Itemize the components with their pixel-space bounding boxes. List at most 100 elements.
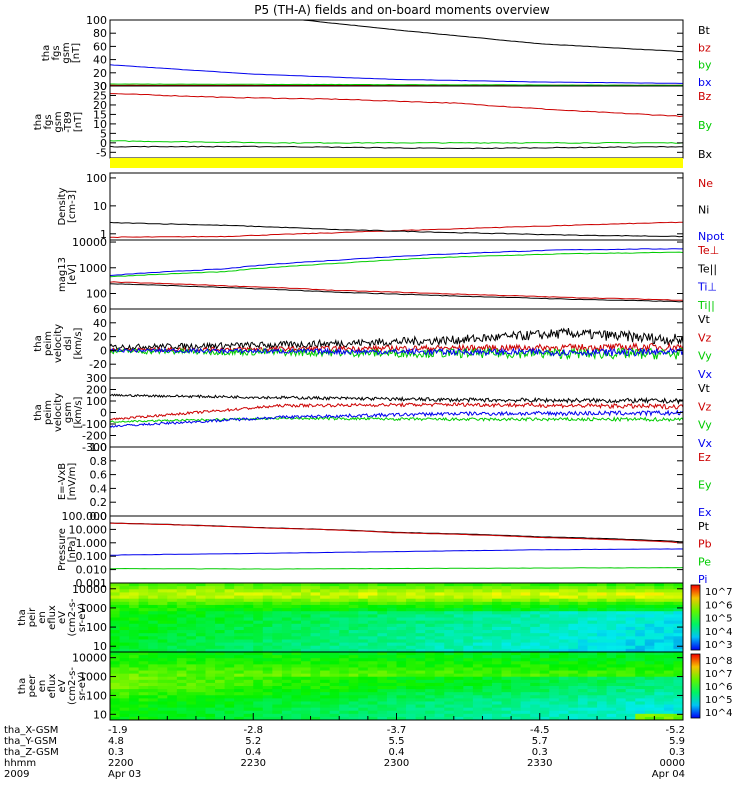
spectrogram-cell xyxy=(530,652,541,656)
spectrogram-cell xyxy=(329,667,340,672)
spectrogram-cell xyxy=(386,620,398,625)
spectrogram-cell xyxy=(520,710,531,715)
spectrogram-cell xyxy=(425,630,436,634)
spectrogram-cell xyxy=(568,710,579,715)
spectrogram-cell xyxy=(148,658,159,662)
spectrogram-cell xyxy=(568,704,579,709)
spectrogram-cell xyxy=(530,695,541,699)
spectrogram-cell xyxy=(195,642,207,647)
spectrogram-cell xyxy=(167,626,178,631)
spectrogram-cell xyxy=(530,614,541,619)
spectrogram-cell xyxy=(358,667,369,672)
spectrogram-cell xyxy=(291,682,302,687)
spectrogram-cell xyxy=(253,701,264,706)
spectrogram-cell xyxy=(396,692,407,696)
spectrogram-cell xyxy=(157,633,168,637)
spectrogram-cell xyxy=(577,676,589,681)
spectrogram-cell xyxy=(492,626,503,631)
spectrogram-cell xyxy=(625,636,636,641)
spectrogram-cell xyxy=(148,701,159,706)
spectrogram-cell xyxy=(272,661,283,665)
spectrogram-cell xyxy=(568,642,579,647)
spectrogram-cell xyxy=(520,689,531,693)
spectrogram-cell xyxy=(616,583,627,587)
spectrogram-cell xyxy=(138,636,149,641)
spectrogram-cell xyxy=(568,598,579,603)
spectrogram-cell xyxy=(195,604,207,609)
spectrogram-cell xyxy=(663,695,675,699)
spectrogram-cell xyxy=(453,673,464,678)
spectrogram-cell xyxy=(377,673,388,678)
spectrogram-cell xyxy=(501,604,512,609)
spectrogram-cell xyxy=(176,617,187,622)
spectrogram-cell xyxy=(434,652,445,656)
spectrogram-cell xyxy=(625,645,636,650)
spectrogram-cell xyxy=(616,710,627,715)
spectrogram-cell xyxy=(654,626,665,631)
spectrogram-cell xyxy=(425,655,436,659)
spectrogram-cell xyxy=(224,620,235,625)
spectrogram-cell xyxy=(396,642,407,647)
spectrogram-cell xyxy=(482,623,493,628)
spectrogram-cell xyxy=(262,633,273,637)
spectrogram-cell xyxy=(558,630,569,634)
spectrogram-cell xyxy=(472,617,484,622)
spectrogram-cell xyxy=(367,592,378,597)
spectrogram-cell xyxy=(406,661,417,665)
spectrogram-cell xyxy=(606,661,617,665)
spectrogram-cell xyxy=(539,655,550,659)
spectrogram-cell xyxy=(119,667,130,672)
spectrogram-cell xyxy=(243,673,254,678)
spectrogram-cell xyxy=(262,592,273,597)
spectrogram-cell xyxy=(167,586,178,590)
spectrogram-cell xyxy=(367,695,378,699)
spectrogram-cell xyxy=(386,598,398,603)
spectrogram-cell xyxy=(577,595,589,600)
spectrogram-cell xyxy=(215,655,226,659)
spectrogram-cell xyxy=(339,713,350,718)
spectrogram-cell xyxy=(195,611,207,615)
spectrogram-cell xyxy=(167,682,178,687)
spectrogram-cell xyxy=(215,698,226,703)
panel-frame xyxy=(109,239,684,310)
series-Vy xyxy=(110,416,683,423)
spectrogram-cell xyxy=(234,701,245,706)
spectrogram-cell xyxy=(176,601,187,606)
spectrogram-cell xyxy=(616,679,627,684)
spectrogram-cell xyxy=(281,652,293,656)
panel-frame xyxy=(109,172,684,241)
y-tick-label: 10.000 xyxy=(69,523,108,536)
spectrogram-cell xyxy=(644,689,655,693)
spectrogram-cell xyxy=(673,604,683,609)
spectrogram-cell xyxy=(482,658,493,662)
spectrogram-cell xyxy=(501,611,512,615)
spectrogram-cell xyxy=(234,608,245,612)
spectrogram-cell xyxy=(663,658,675,662)
spectrogram-cell xyxy=(253,620,264,625)
spectrogram-cell xyxy=(597,652,608,656)
x-row-value: -4.5 xyxy=(530,725,550,736)
spectrogram-cell xyxy=(272,589,283,594)
spectrogram-cell xyxy=(110,707,121,712)
spectrogram-cell xyxy=(501,620,512,625)
spectrogram-cell xyxy=(453,595,464,600)
spectrogram-cell xyxy=(167,623,178,628)
spectrogram-cell xyxy=(558,583,569,587)
spectrogram-cell xyxy=(673,648,683,652)
spectrogram-cell xyxy=(186,642,197,647)
spectrogram-cell xyxy=(492,664,503,669)
spectrogram-cell xyxy=(492,701,503,706)
spectrogram-cell xyxy=(673,592,683,597)
spectrogram-cell xyxy=(291,658,302,662)
spectrogram-cell xyxy=(215,614,226,619)
spectrogram-cell xyxy=(272,679,283,684)
spectrogram-cell xyxy=(568,583,579,587)
spectrogram-cell xyxy=(444,633,455,637)
spectrogram-cell xyxy=(224,707,235,712)
spectrogram-cell xyxy=(386,701,398,706)
spectrogram-cell xyxy=(186,639,197,644)
spectrogram-cell xyxy=(663,633,675,637)
spectrogram-cell xyxy=(492,682,503,687)
spectrogram-cell xyxy=(520,586,531,590)
spectrogram-cell xyxy=(234,686,245,690)
